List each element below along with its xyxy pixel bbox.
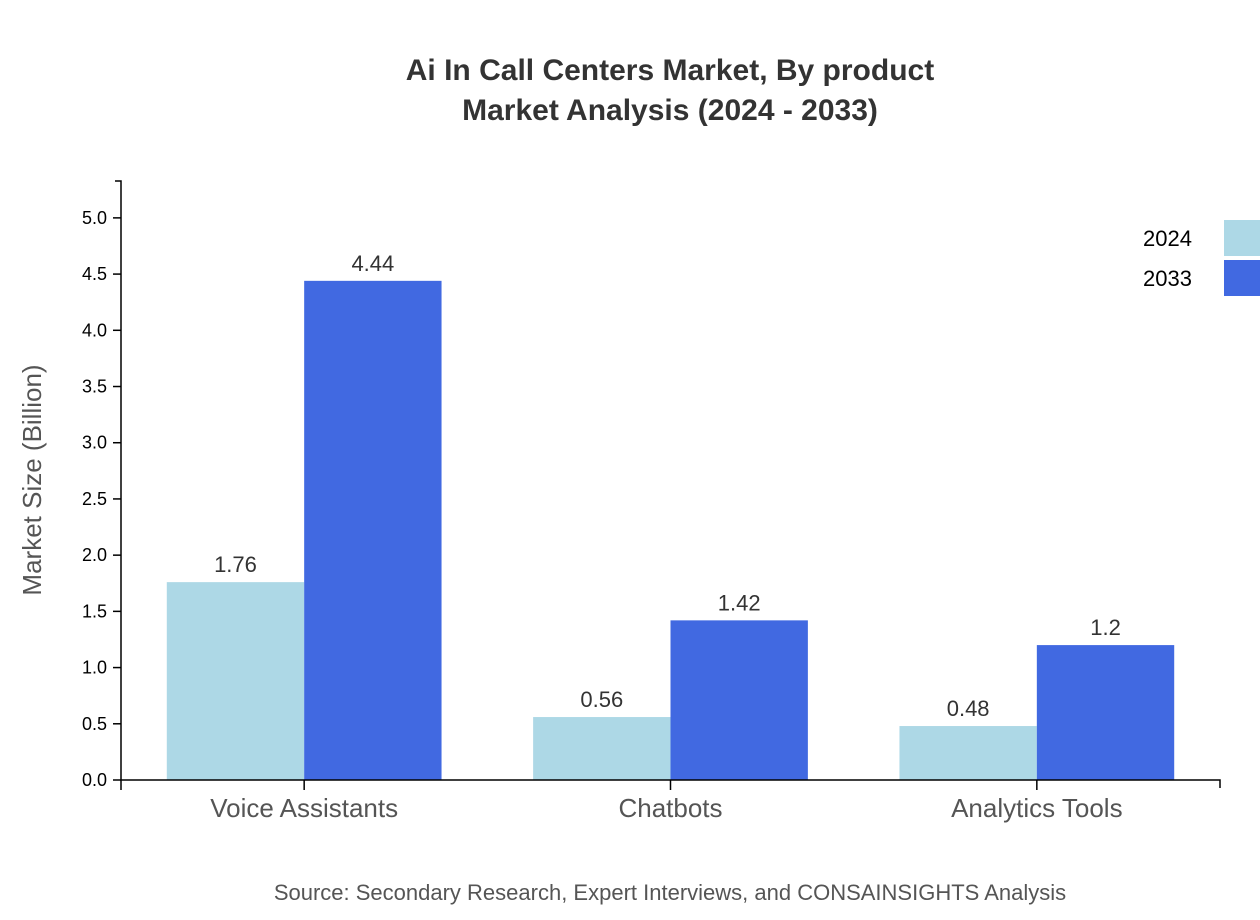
data-label: 1.76 [214,552,257,577]
y-axis-label: Market Size (Billion) [17,364,47,595]
data-label: 0.48 [947,696,990,721]
chart-subtitle: Market Analysis (2024 - 2033) [462,94,878,127]
y-tick-label: 3.0 [82,433,107,453]
y-tick-label: 1.0 [82,658,107,678]
y-tick-label: 1.5 [82,601,107,621]
y-tick-label: 0.0 [82,770,107,790]
y-tick-label: 5.0 [82,208,107,228]
y-tick-label: 2.5 [82,489,107,509]
legend-swatch-2033 [1224,260,1260,296]
bar-2033-2 [1036,645,1175,780]
y-tick-label: 0.5 [82,714,107,734]
data-label: 1.2 [1090,615,1121,640]
plot-area: 1.76 4.44 Voice Assistants 0.56 1.42 Chatbots… [82,180,1221,823]
data-label: 1.42 [718,590,761,615]
bar-2024-1 [533,717,671,780]
chart-title: Ai In Call Centers Market, By product [406,54,934,87]
legend: 2024 2033 [1143,220,1260,296]
bar-2033-1 [670,620,808,780]
y-tick-label: 2.0 [82,545,107,565]
bar-2024-2 [899,726,1037,780]
x-tick-label: Chatbots [618,793,722,823]
data-label: 0.56 [580,687,623,712]
bar-2033-0 [304,280,442,780]
x-tick-label: Analytics Tools [951,793,1123,823]
x-tick-label: Voice Assistants [210,793,398,823]
y-tick-label: 4.0 [82,320,107,340]
data-label: 4.44 [351,251,394,276]
bar-2024-0 [166,582,305,780]
legend-label: 2033 [1143,266,1192,291]
legend-label: 2024 [1143,226,1192,251]
y-tick-label: 3.5 [82,377,107,397]
legend-swatch-2024 [1224,220,1260,256]
source-note: Source: Secondary Research, Expert Inter… [274,880,1066,905]
y-tick-label: 4.5 [82,264,107,284]
